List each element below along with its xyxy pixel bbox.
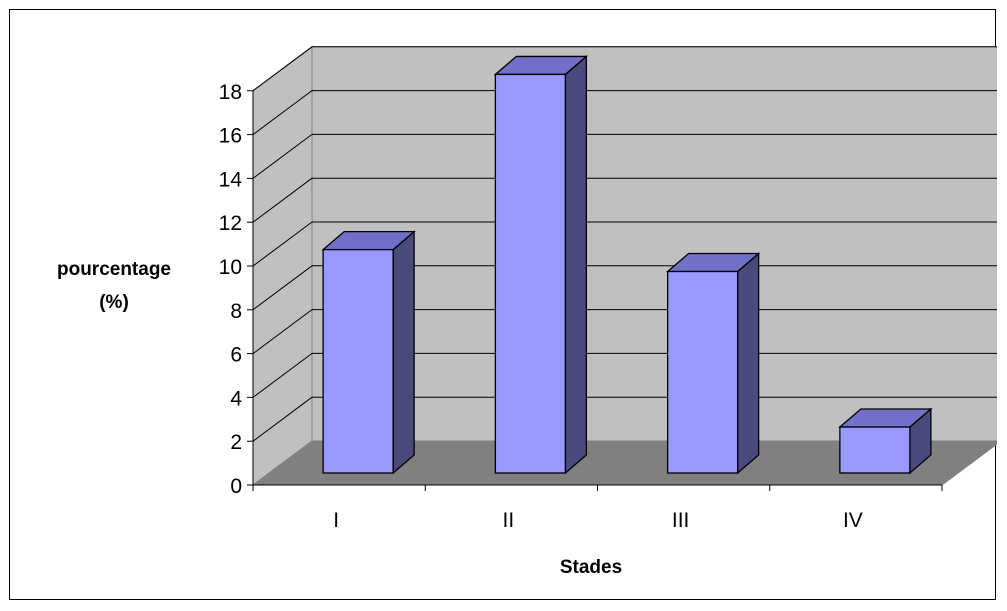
gridline-side (252, 133, 313, 179)
back-wall (311, 46, 997, 442)
gridline-side (252, 265, 313, 311)
x-tick-label: III (672, 509, 690, 532)
x-tick-label: IV (843, 509, 863, 532)
y-tick-labels: 0 2 4 6 8 10 12 14 16 18 (219, 81, 243, 498)
y-tick-label: 14 (219, 168, 243, 191)
bar-III (665, 252, 761, 475)
gridline-side (252, 221, 313, 267)
y-axis-label-line: (%) (99, 292, 129, 313)
chart-frame: 0 2 4 6 8 10 12 14 16 18 I II III IV pourcentage (%) … (9, 9, 997, 600)
y-tick-label: 18 (219, 81, 242, 104)
gridline-side (252, 352, 313, 398)
bar-front-face (494, 73, 567, 474)
bar-front-face (666, 270, 739, 474)
x-axis-label: Stades (560, 557, 622, 578)
bar-II (493, 55, 589, 475)
gridline-side (252, 177, 313, 223)
bar-side-face (392, 230, 415, 475)
axes (247, 90, 943, 491)
gridline-side (252, 309, 313, 355)
y-tick-label: 4 (230, 387, 242, 410)
bar-side-face (736, 252, 760, 475)
y-axis-label-line: pourcentage (57, 259, 171, 280)
x-tick-label: II (503, 509, 515, 532)
y-tick-label: 8 (230, 300, 242, 323)
bar-side-face (564, 55, 588, 475)
y-tick-label: 16 (219, 125, 242, 148)
bars (321, 55, 933, 475)
y-tick-label: 6 (230, 344, 242, 367)
bar-IV (838, 407, 933, 475)
y-tick-label: 2 (230, 431, 242, 454)
gridline-side (252, 396, 313, 442)
chart-walls (251, 45, 997, 486)
y-axis-label: pourcentage (%) (57, 259, 171, 313)
bar-I (321, 230, 416, 475)
bar-front-face (322, 248, 394, 474)
y-tick-label: 0 (230, 475, 242, 498)
x-tick-labels: I II III IV (333, 509, 863, 532)
x-tick-label: I (333, 509, 339, 532)
gridlines (252, 46, 997, 442)
gridline-side (252, 46, 313, 92)
y-tick-label: 12 (219, 212, 242, 235)
bar-front-face (839, 426, 911, 474)
gridline-side (252, 90, 313, 136)
y-tick-label: 10 (219, 256, 242, 279)
